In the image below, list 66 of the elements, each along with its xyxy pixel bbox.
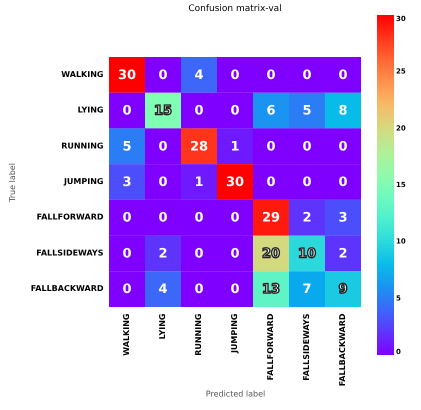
data-label: 0 [230, 246, 240, 262]
data-label: 0 [158, 175, 168, 190]
data-label: 5 [302, 104, 312, 119]
data-label: 1 [194, 175, 204, 190]
data-label: 0 [230, 210, 240, 226]
data-label: 0 [194, 282, 204, 298]
y-tick-label: FALLBACKWARD [30, 284, 104, 294]
y-tick-label: RUNNING [61, 141, 104, 150]
data-label: 15 [154, 104, 172, 119]
x-tick-label: LYING [158, 314, 167, 340]
data-label: 6 [266, 104, 276, 119]
data-label: 3 [338, 210, 348, 226]
data-label: 28 [190, 139, 208, 154]
data-label: 20 [262, 246, 280, 262]
y-tick-label: LYING [78, 106, 104, 115]
data-label: 2 [158, 246, 168, 262]
data-label: 5 [122, 139, 132, 154]
data-label: 0 [122, 104, 132, 119]
data-label: 4 [158, 282, 168, 298]
x-axis-title: Predicted label [206, 389, 266, 398]
data-label: 0 [266, 175, 276, 190]
data-label: 29 [262, 210, 280, 226]
data-label: 30 [118, 68, 136, 83]
data-label: 0 [230, 104, 240, 119]
data-label: 7 [302, 282, 312, 298]
data-label: 0 [338, 68, 348, 83]
data-label: 0 [302, 175, 312, 190]
data-label: 0 [338, 139, 348, 154]
data-label: 0 [302, 139, 312, 154]
data-label: 30 [226, 175, 244, 190]
x-tick-label: FALLSIDEWAYS [302, 313, 311, 381]
y-tick-label: JUMPING [62, 177, 104, 186]
data-label: 3 [122, 175, 132, 190]
x-tick-label: WALKING [122, 314, 131, 356]
data-label: 0 [158, 210, 168, 226]
data-label: 0 [194, 104, 204, 119]
data-label: 0 [122, 210, 132, 226]
y-tick-label: FALLFORWARD [36, 212, 104, 222]
data-label: 10 [298, 246, 316, 262]
data-label: 0 [338, 175, 348, 190]
data-label: 0 [230, 68, 240, 83]
data-label: 9 [338, 282, 348, 298]
data-label: 13 [262, 282, 280, 298]
data-label: 0 [158, 139, 168, 154]
data-label: 0 [158, 68, 168, 83]
data-label: 0 [122, 246, 132, 262]
data-label: 8 [338, 104, 348, 119]
x-tick-label: FALLFORWARD [266, 313, 275, 380]
x-tick-label: FALLBACKWARD [338, 313, 347, 386]
data-label: 0 [302, 68, 312, 83]
x-tick-label: RUNNING [194, 314, 203, 356]
x-tick-label: JUMPING [230, 314, 239, 354]
data-label: 0 [230, 282, 240, 298]
data-label: 2 [302, 210, 312, 226]
data-label: 0 [194, 246, 204, 262]
data-label: 0 [266, 139, 276, 154]
data-label: 0 [122, 282, 132, 298]
y-axis-title: True label [8, 163, 17, 203]
data-label: 0 [194, 210, 204, 226]
y-tick-label: FALLSIDEWAYS [36, 248, 104, 258]
chart-title: Confusion matrix-val [188, 4, 282, 14]
data-label: 2 [338, 246, 348, 262]
data-label: 1 [230, 139, 240, 154]
data-label: 0 [266, 68, 276, 83]
y-tick-label: WALKING [61, 70, 104, 79]
data-label: 4 [194, 68, 204, 83]
